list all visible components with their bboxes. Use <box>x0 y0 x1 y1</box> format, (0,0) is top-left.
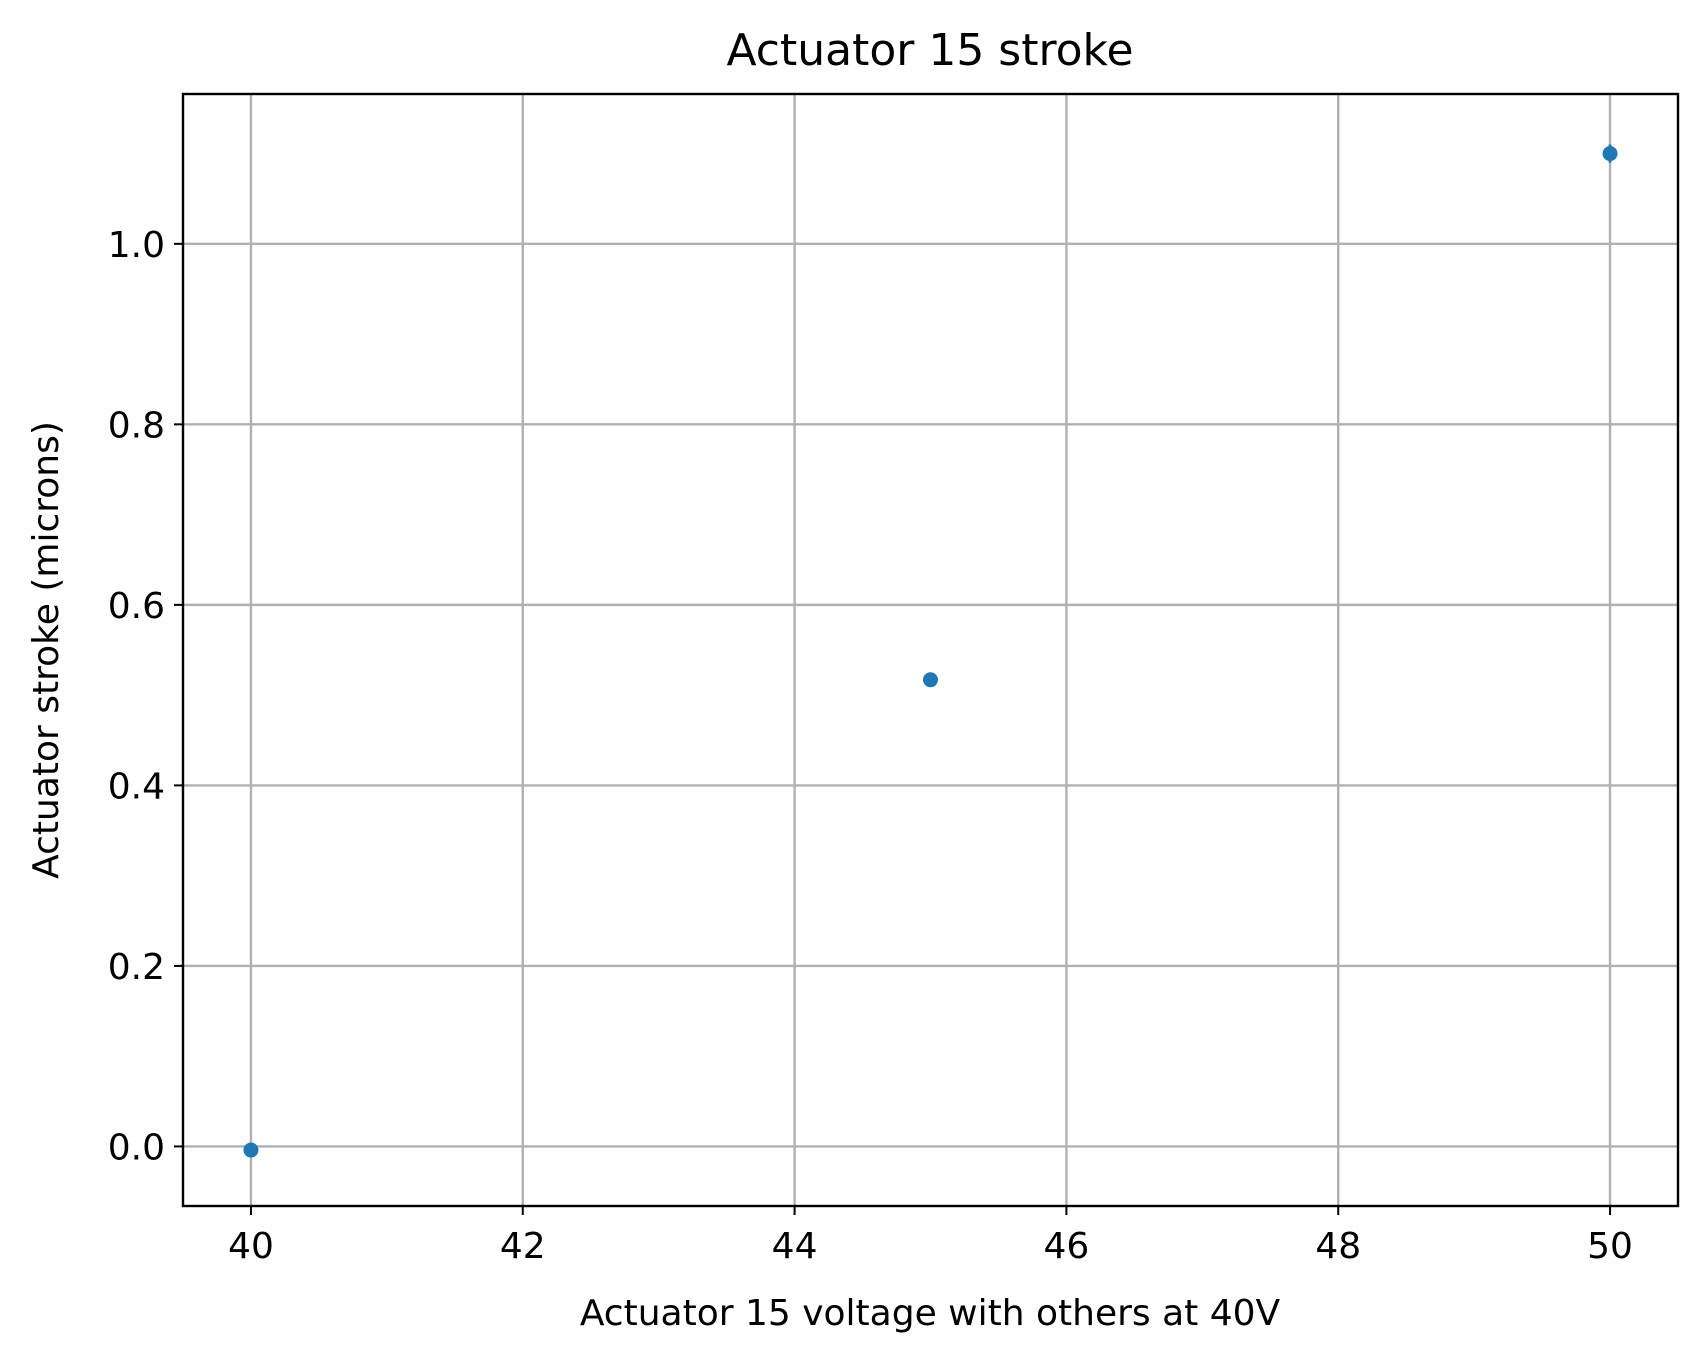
x-tick-label: 48 <box>1315 1226 1361 1267</box>
x-tick-label: 42 <box>500 1226 546 1267</box>
grid-layer <box>183 94 1678 1206</box>
x-axis-label: Actuator 15 voltage with others at 40V <box>580 1293 1281 1334</box>
x-tick-label: 50 <box>1587 1226 1633 1267</box>
y-tick-label: 0.8 <box>108 405 165 446</box>
plot-frame <box>181 92 1680 1208</box>
y-tick-label: 0.6 <box>108 586 165 627</box>
chart-title: Actuator 15 stroke <box>726 25 1133 76</box>
x-tick-label: 46 <box>1044 1226 1090 1267</box>
x-tick-label: 40 <box>228 1226 274 1267</box>
data-point <box>243 1142 259 1158</box>
data-point <box>923 672 938 688</box>
y-axis-label: Actuator stroke (microns) <box>26 421 67 879</box>
y-tick-label: 0.0 <box>108 1127 165 1168</box>
data-point <box>1602 146 1618 162</box>
data-layer <box>243 144 1618 1158</box>
tick-layer: 40 42 44 46 48 50 0.0 0.2 0.4 0.6 0.8 1.0 <box>108 225 1633 1267</box>
x-tick-label: 44 <box>772 1226 818 1267</box>
y-tick-label: 0.2 <box>108 947 165 988</box>
y-tick-label: 0.4 <box>108 766 165 807</box>
y-tick-label: 1.0 <box>108 225 165 266</box>
